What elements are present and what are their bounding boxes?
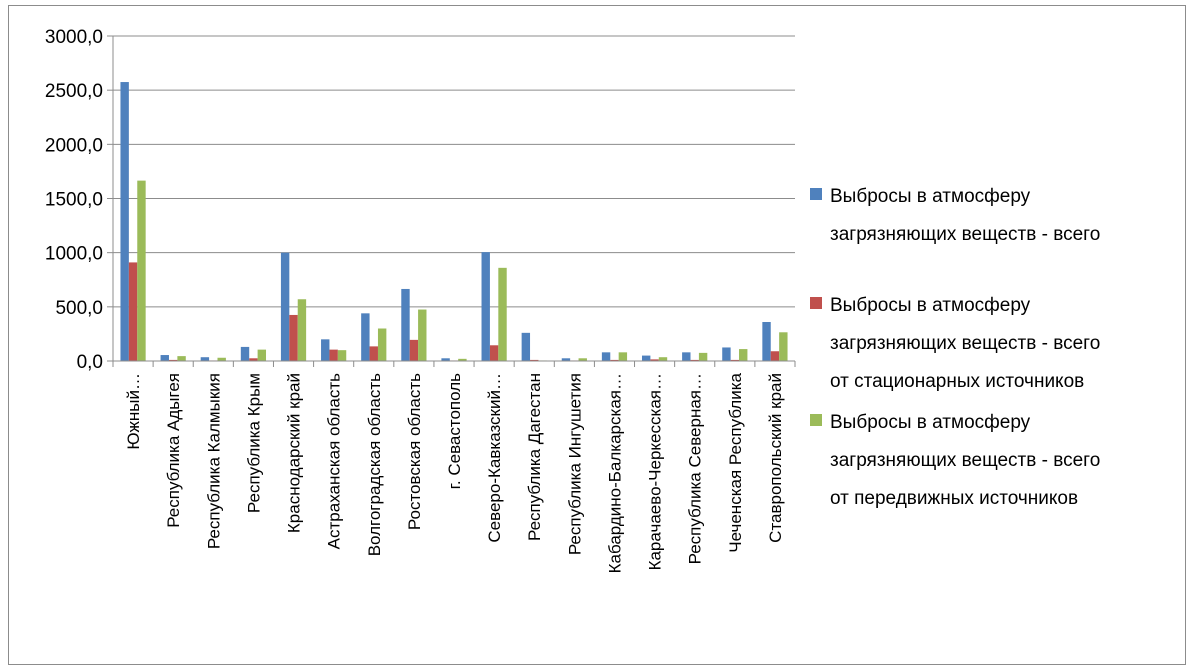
x-category-label: Республика Крым [244, 373, 263, 513]
y-tick-label: 2500,0 [45, 81, 103, 102]
x-axis-labels: Южный… Республика Адыгея Республика Калмык… [124, 372, 785, 573]
y-tick-label: 500,0 [55, 298, 103, 319]
bar [521, 332, 531, 361]
bar [297, 299, 307, 361]
bar [337, 350, 347, 361]
bar [610, 359, 619, 361]
legend-label: Выбросы в атмосферу [830, 295, 1031, 316]
bar [578, 358, 587, 361]
bar [329, 349, 338, 361]
bar [690, 359, 699, 361]
bar [561, 358, 571, 361]
x-category-label: Краснодарский край [285, 373, 304, 533]
x-category-label: Республика Ингушетия [565, 373, 584, 555]
bar [441, 358, 450, 361]
x-category-label: Северо-Кавказский… [485, 373, 504, 543]
x-category-label: Республика Дагестан [525, 373, 544, 541]
y-tick-label: 0,0 [77, 352, 103, 373]
legend-label: загрязняющих веществ - всего [830, 450, 1100, 471]
bar [128, 262, 138, 361]
bar [530, 359, 539, 361]
bar [458, 358, 467, 361]
bar [401, 288, 410, 361]
bar [601, 352, 611, 361]
legend-label: загрязняющих веществ - всего [830, 333, 1100, 354]
bar [168, 359, 178, 361]
axes [112, 36, 796, 367]
legend: Выбросы в атмосферу загрязняющих веществ … [810, 186, 1100, 509]
bar [369, 346, 378, 361]
bar [618, 352, 628, 361]
bar [177, 356, 186, 361]
bar [321, 339, 330, 361]
bar [682, 352, 691, 361]
bar [200, 357, 210, 361]
gridlines [113, 35, 795, 308]
bar [641, 355, 651, 361]
legend-swatch [810, 188, 822, 200]
bar [779, 332, 788, 361]
bar [409, 339, 419, 361]
y-tick-label: 3000,0 [45, 27, 103, 48]
bar [489, 345, 499, 361]
y-tick-label: 2000,0 [45, 135, 103, 156]
x-category-label: Астраханская область [325, 373, 344, 549]
chart-frame [8, 5, 1186, 665]
x-category-label: г. Севастополь [445, 373, 464, 489]
x-category-label: Чеченская Республика [726, 372, 745, 552]
legend-label: Выбросы в атмосферу [830, 412, 1031, 433]
bar [137, 180, 146, 361]
bar [289, 314, 298, 361]
bar [498, 267, 507, 361]
x-category-label: Республика Северная… [686, 373, 705, 564]
bar [650, 359, 659, 361]
x-category-label: Ростовская область [405, 373, 424, 530]
bar [240, 346, 250, 361]
bar [722, 347, 731, 361]
legend-label: Выбросы в атмосферу [830, 186, 1031, 207]
bar [739, 349, 748, 361]
legend-label: от передвижных источников [830, 488, 1078, 509]
x-category-label: Республика Адыгея [164, 373, 183, 528]
bar [377, 328, 387, 361]
bar [418, 309, 427, 361]
x-category-label: Кабардино-Балкарская… [605, 373, 624, 573]
bar [698, 352, 708, 361]
bar [770, 351, 780, 361]
bar [160, 355, 169, 361]
y-tick-label: 1000,0 [45, 244, 103, 265]
x-category-label: Ставропольский край [766, 373, 785, 543]
bar [280, 252, 290, 361]
legend-swatch [810, 297, 822, 309]
bar [762, 322, 771, 361]
bars [120, 82, 788, 362]
y-tick-label: 1500,0 [45, 190, 103, 211]
legend-label: загрязняющих веществ - всего [830, 224, 1100, 245]
x-category-label: Республика Калмыкия [204, 373, 223, 549]
x-category-label: Карачаево-Черкесская… [646, 373, 665, 570]
bar [120, 82, 129, 362]
bar [481, 252, 490, 361]
bar [257, 349, 267, 361]
bar [730, 359, 740, 361]
bar [249, 358, 258, 361]
legend-swatch [810, 414, 822, 426]
legend-label: от стационарных источников [830, 371, 1084, 392]
x-category-label: Южный… [124, 373, 143, 450]
bar [658, 357, 668, 361]
bar [217, 357, 226, 361]
bar [361, 313, 370, 361]
x-category-label: Волгоградская область [365, 373, 384, 556]
y-axis-ticks: 0,0 500,0 1000,0 1500,0 2000,0 2500,0 3000,0 [45, 27, 113, 373]
